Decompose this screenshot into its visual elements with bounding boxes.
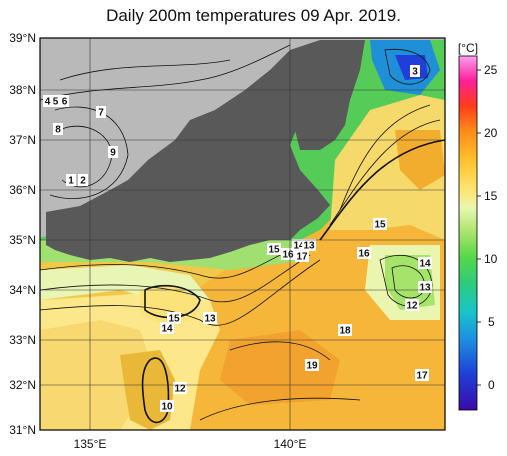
contour-label: 6	[60, 95, 69, 108]
lat-label: 37°N	[9, 133, 36, 147]
lon-label: 135°E	[74, 437, 107, 451]
svg-text:14: 14	[161, 324, 173, 335]
svg-text:13: 13	[303, 241, 315, 252]
contour-label: 10	[160, 400, 174, 413]
svg-text:16: 16	[282, 250, 294, 261]
lat-label: 32°N	[9, 378, 36, 392]
svg-text:12: 12	[174, 384, 186, 395]
lat-label: 36°N	[9, 183, 36, 197]
lat-label: 33°N	[9, 333, 36, 347]
latitude-labels: 39°N 38°N 37°N 36°N 35°N 34°N 33°N 32°N …	[9, 31, 36, 437]
lon-label: 140°E	[274, 437, 307, 451]
svg-text:5: 5	[53, 97, 59, 108]
contour-label: 13	[418, 281, 432, 294]
svg-text:4: 4	[45, 97, 51, 108]
contour-label: 3	[410, 65, 420, 78]
map-title: Daily 200m temperatures 09 Apr. 2019.	[106, 6, 401, 25]
longitude-labels: 135°E 140°E	[74, 437, 307, 451]
colorbar-tick: 10	[484, 252, 498, 266]
lat-label: 39°N	[9, 31, 36, 45]
svg-text:15: 15	[374, 220, 386, 231]
contour-label: 18	[338, 324, 352, 337]
contour-label: 15	[267, 243, 281, 256]
map-frame	[39, 37, 446, 431]
lat-label: 34°N	[9, 283, 36, 297]
colorbar-tick: 25	[484, 63, 498, 77]
contour-label: 16	[357, 247, 371, 260]
svg-text:6: 6	[62, 97, 68, 108]
svg-text:19: 19	[306, 361, 318, 372]
colorbar-tick: 20	[484, 126, 498, 140]
contour-label: 2	[78, 174, 88, 187]
svg-text:14: 14	[293, 241, 305, 252]
lat-label: 31°N	[9, 423, 36, 437]
contour-label: 12	[405, 299, 419, 312]
contour-label: 16	[281, 248, 295, 261]
contour-label: 19	[305, 359, 319, 372]
svg-text:9: 9	[110, 148, 116, 159]
colorbar-tick: 15	[484, 189, 498, 203]
colorbar: [°C] 25 20 15 10 5 0	[458, 41, 498, 411]
contour-label: 13	[203, 312, 217, 325]
svg-text:7: 7	[98, 108, 104, 119]
contour-label: 14	[160, 322, 174, 335]
svg-text:13: 13	[204, 314, 216, 325]
contour-label	[240, 260, 254, 272]
contour-label: 4	[43, 95, 52, 108]
contour-labels: 4 5 6 7 8 9 1 2 3 15 16 14 13 12 15 16 1…	[43, 65, 432, 413]
svg-text:10: 10	[161, 402, 173, 413]
svg-text:17: 17	[416, 371, 428, 382]
svg-text:16: 16	[358, 249, 370, 260]
svg-text:1: 1	[68, 176, 74, 187]
svg-text:13: 13	[419, 283, 431, 294]
colorbar-tick: 0	[488, 378, 495, 392]
svg-text:18: 18	[339, 326, 351, 337]
lat-label: 38°N	[9, 83, 36, 97]
svg-text:15: 15	[268, 245, 280, 256]
colorbar-tick: 5	[488, 315, 495, 329]
contour-label: 9	[108, 146, 118, 159]
contour-label: 12	[173, 382, 187, 395]
svg-text:14: 14	[419, 259, 431, 270]
lat-label: 35°N	[9, 233, 36, 247]
svg-text:3: 3	[412, 67, 418, 78]
contour-label: 5	[51, 95, 60, 108]
contour-label: 8	[53, 123, 63, 136]
contour-label: 17	[295, 250, 309, 263]
land-mass	[40, 38, 445, 262]
contour-label: 17	[415, 369, 429, 382]
contour-label: 7	[96, 106, 106, 119]
contour-label: 15	[167, 312, 181, 325]
svg-text:17: 17	[296, 252, 308, 263]
contour-label: 15	[373, 218, 387, 231]
contour-label: 13	[302, 239, 316, 252]
svg-text:2: 2	[80, 176, 86, 187]
svg-text:12: 12	[406, 301, 418, 312]
contour-label: 14	[418, 257, 432, 270]
contour-label: 1	[66, 174, 76, 187]
isotherm-lines	[40, 44, 445, 424]
svg-text:8: 8	[55, 125, 61, 136]
colorbar-unit: [°C]	[458, 41, 478, 55]
graticule	[40, 38, 445, 430]
colorbar-scale	[458, 55, 478, 411]
svg-text:15: 15	[168, 314, 180, 325]
